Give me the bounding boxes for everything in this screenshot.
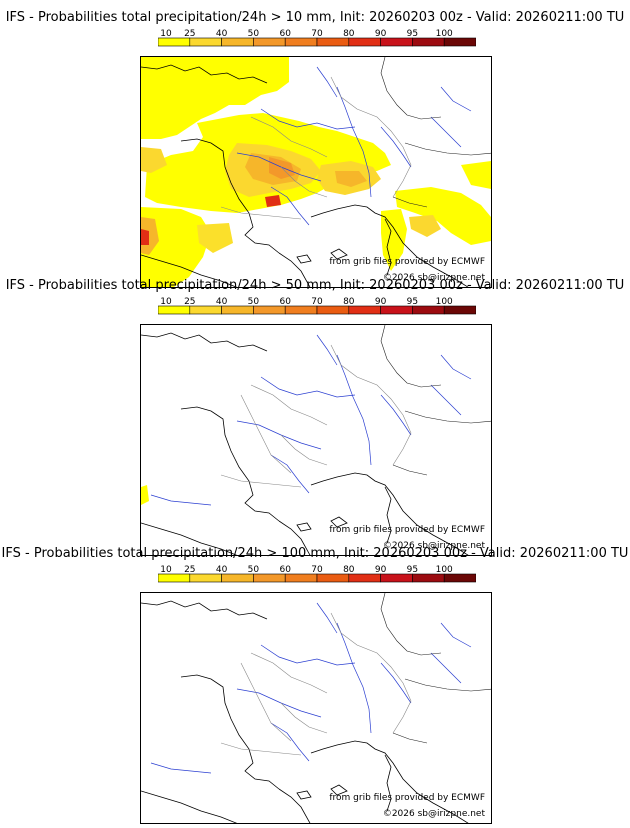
copyright-credit: ©2026 sb@irizpne.net xyxy=(382,273,485,283)
colorbar-tick-label: 95 xyxy=(407,297,418,307)
colorbar-tick-label: 10 xyxy=(160,297,172,307)
colorbar-swatch xyxy=(221,305,254,315)
colorbar-tick-label: 80 xyxy=(343,565,355,575)
colorbar-swatch xyxy=(348,573,381,583)
colorbar-swatch xyxy=(380,37,413,47)
colorbar-swatch xyxy=(380,305,413,315)
colorbar-tick-label: 100 xyxy=(436,29,453,39)
colorbar-swatch xyxy=(443,573,476,583)
colorbar-swatch xyxy=(158,573,191,583)
map-canvas xyxy=(141,325,491,555)
colorbar-swatch xyxy=(443,37,476,47)
country-borders xyxy=(380,325,491,476)
colorbar-swatch xyxy=(189,37,222,47)
country-borders xyxy=(380,57,491,208)
colorbar-tick-label: 50 xyxy=(248,565,260,575)
precipitation-map: from grib files provided by ECMWF ©2026 … xyxy=(140,56,492,288)
colorbar-swatch xyxy=(221,37,254,47)
colorbar: 10 25 40 50 60 70 80 90 95 100 xyxy=(158,297,476,315)
data-provider-credit: from grib files provided by ECMWF xyxy=(329,257,485,267)
map-panel-50mm: IFS - Probabilities total precipitation/… xyxy=(0,278,630,556)
colorbar: 10 25 40 50 60 70 80 90 95 100 xyxy=(158,29,476,47)
data-provider-credit: from grib files provided by ECMWF xyxy=(329,525,485,535)
map-panel-100mm: IFS - Probabilities total precipitation/… xyxy=(0,546,630,824)
colorbar-tick-label: 25 xyxy=(184,297,195,307)
colorbar-tick-label: 95 xyxy=(407,565,418,575)
colorbar-swatch xyxy=(316,305,350,315)
colorbar-tick-label: 100 xyxy=(436,297,453,307)
colorbar-tick-label: 40 xyxy=(216,297,228,307)
colorbar-tick-label: 70 xyxy=(311,297,323,307)
colorbar: 10 25 40 50 60 70 80 90 95 100 xyxy=(158,565,476,583)
colorbar-tick-label: 90 xyxy=(375,29,387,39)
colorbar-tick-label: 60 xyxy=(279,29,291,39)
colorbar-swatch xyxy=(348,305,381,315)
coastlines xyxy=(141,332,469,555)
colorbar-tick-label: 40 xyxy=(216,29,228,39)
panel-title: IFS - Probabilities total precipitation/… xyxy=(5,10,625,25)
colorbar-swatch xyxy=(443,305,476,315)
colorbar-swatch xyxy=(380,573,413,583)
copyright-credit: ©2026 sb@irizpne.net xyxy=(382,541,485,551)
colorbar-tick-label: 50 xyxy=(248,29,260,39)
data-provider-credit: from grib files provided by ECMWF xyxy=(329,793,485,803)
colorbar-tick-label: 25 xyxy=(184,29,195,39)
coastlines xyxy=(141,600,469,823)
borders xyxy=(220,344,412,488)
borders xyxy=(220,76,412,220)
colorbar-tick-label: 10 xyxy=(160,565,172,575)
colorbar-swatch xyxy=(189,573,222,583)
colorbar-swatch xyxy=(284,37,318,47)
panel-title: IFS - Probabilities total precipitation/… xyxy=(5,278,625,293)
panel-title: IFS - Probabilities total precipitation/… xyxy=(1,546,629,561)
colorbar-tick-label: 60 xyxy=(279,565,291,575)
precipitation-map: from grib files provided by ECMWF ©2026 … xyxy=(140,592,492,824)
borders xyxy=(220,612,412,756)
colorbar-swatch xyxy=(348,37,381,47)
colorbar-tick-label: 25 xyxy=(184,565,195,575)
colorbar-tick-label: 70 xyxy=(311,565,323,575)
probability-shading xyxy=(141,57,491,287)
colorbar-tick-label: 80 xyxy=(343,29,355,39)
colorbar-tick-label: 100 xyxy=(436,565,453,575)
copyright-credit: ©2026 sb@irizpne.net xyxy=(382,809,485,819)
colorbar-swatch xyxy=(412,305,445,315)
colorbar-swatch xyxy=(158,305,191,315)
colorbar-tick-label: 50 xyxy=(248,297,260,307)
colorbar-swatch xyxy=(253,573,286,583)
map-canvas xyxy=(141,57,491,287)
map-panel-10mm: IFS - Probabilities total precipitation/… xyxy=(0,10,630,288)
colorbar-tick-label: 90 xyxy=(375,297,387,307)
colorbar-swatch xyxy=(412,573,445,583)
colorbar-swatch xyxy=(253,305,286,315)
colorbar-tick-label: 60 xyxy=(279,297,291,307)
coastlines xyxy=(141,64,469,287)
probability-shading xyxy=(141,485,149,505)
precipitation-map: from grib files provided by ECMWF ©2026 … xyxy=(140,324,492,556)
colorbar-swatch xyxy=(253,37,286,47)
rivers xyxy=(150,334,472,506)
colorbar-tick-label: 95 xyxy=(407,29,418,39)
rivers xyxy=(150,602,472,774)
colorbar-swatch xyxy=(158,37,191,47)
colorbar-tick-label: 80 xyxy=(343,297,355,307)
colorbar-swatch xyxy=(412,37,445,47)
colorbar-tick-label: 90 xyxy=(375,565,387,575)
colorbar-tick-label: 70 xyxy=(311,29,323,39)
country-borders xyxy=(380,593,491,744)
colorbar-swatch xyxy=(189,305,222,315)
colorbar-swatch xyxy=(316,573,350,583)
colorbar-tick-label: 10 xyxy=(160,29,172,39)
colorbar-tick-label: 40 xyxy=(216,565,228,575)
map-canvas xyxy=(141,593,491,823)
colorbar-swatch xyxy=(221,573,254,583)
colorbar-swatch xyxy=(316,37,350,47)
rivers xyxy=(236,66,472,226)
colorbar-swatch xyxy=(284,305,318,315)
colorbar-swatch xyxy=(284,573,318,583)
